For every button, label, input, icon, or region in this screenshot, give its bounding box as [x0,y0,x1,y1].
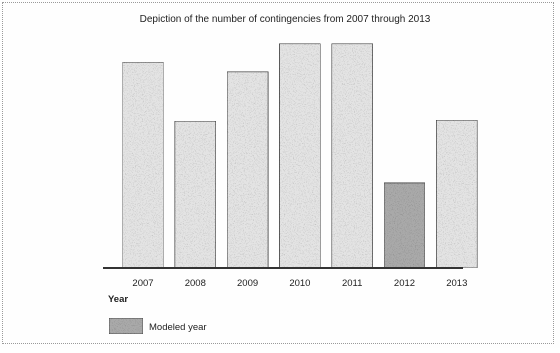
bar-2008 [174,120,217,269]
bar-2009 [226,71,269,269]
x-tick-label-2009: 2009 [237,278,258,289]
legend-label-modeled: Modeled year [149,322,207,333]
x-tick-label-2010: 2010 [289,278,310,289]
legend-swatch-modeled [108,317,144,335]
x-axis-label: Year [108,294,128,305]
bars-group [122,43,478,269]
x-tick-labels: 2007 2008 2009 2010 2011 2012 2013 [132,278,467,289]
x-tick-label-2011: 2011 [342,278,362,289]
chart-frame [2,2,554,344]
x-tick-label-2013: 2013 [446,278,467,289]
legend: Modeled year [108,317,207,335]
x-tick-label-2012: 2012 [394,278,415,289]
x-tick-label-2007: 2007 [132,278,153,289]
x-tick-label-2008: 2008 [185,278,206,289]
chart-title: Depiction of the number of contingencies… [140,14,431,25]
